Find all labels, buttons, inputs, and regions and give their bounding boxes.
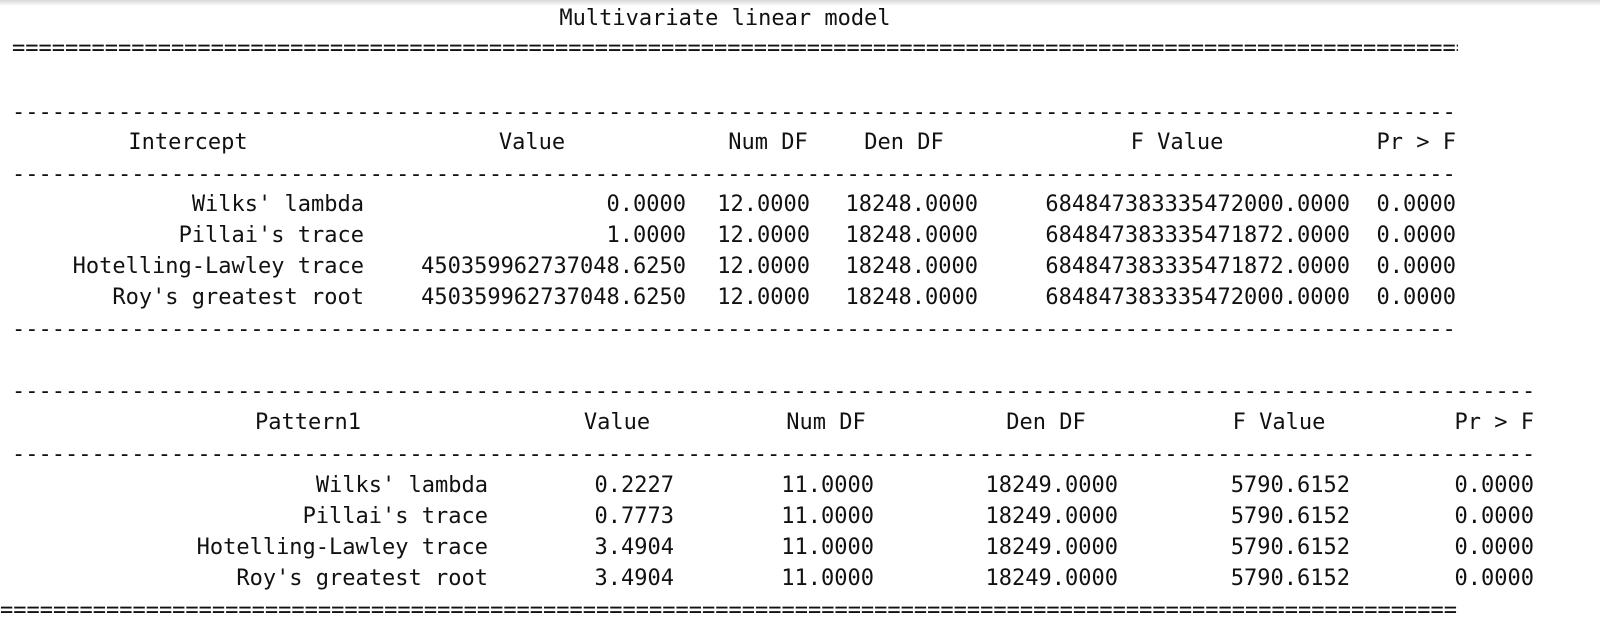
section1-header-numdf: Num DF (728, 130, 808, 155)
section2-row-3-fvalue: 5790.6152 (1230, 566, 1350, 591)
section2-row-3-prf: 0.0000 (1454, 566, 1534, 591)
bottom-double-rule: ========================================… (0, 598, 1458, 623)
section2-header-numdf: Num DF (786, 410, 866, 435)
section2-row-2-dendf: 18249.0000 (985, 535, 1118, 560)
top-double-rule: ========================================… (12, 36, 1458, 61)
section1-row-2-dendf: 18248.0000 (845, 254, 978, 279)
section2-row-1-numdf: 11.0000 (781, 504, 874, 529)
section1-row-0-prf: 0.0000 (1376, 192, 1456, 217)
section2-row-0-prf: 0.0000 (1454, 473, 1534, 498)
section1-row-1-prf: 0.0000 (1376, 223, 1456, 248)
section2-row-0-value: 0.2227 (594, 473, 674, 498)
section2-row-2-numdf: 11.0000 (781, 535, 874, 560)
section2-row-0-dendf: 18249.0000 (985, 473, 1118, 498)
section2-row-1-prf: 0.0000 (1454, 504, 1534, 529)
section2-row-1-value: 0.7773 (594, 504, 674, 529)
section1-row-2-fvalue: 684847383335471872.0000 (1045, 254, 1350, 279)
section2-row-2-fvalue: 5790.6152 (1230, 535, 1350, 560)
section2-row-0-stat: Wilks' lambda (315, 473, 488, 498)
section1-row-0-dendf: 18248.0000 (845, 192, 978, 217)
section1-row-0-stat: Wilks' lambda (191, 192, 364, 217)
section2-row-2-stat: Hotelling-Lawley trace (196, 535, 488, 560)
section1-row-3-numdf: 12.0000 (717, 285, 810, 310)
section2-row-1-fvalue: 5790.6152 (1230, 504, 1350, 529)
section1-row-3-dendf: 18248.0000 (845, 285, 978, 310)
section1-header-fvalue: F Value (1130, 130, 1224, 155)
section1-row-0-fvalue: 684847383335472000.0000 (1045, 192, 1350, 217)
section2-header-prf: Pr > F (1454, 410, 1534, 435)
section2-row-2-prf: 0.0000 (1454, 535, 1534, 560)
section1-row-1-fvalue: 684847383335471872.0000 (1045, 223, 1350, 248)
section1-header-prf: Pr > F (1376, 130, 1456, 155)
section1-rule-mid: ----------------------------------------… (12, 162, 1458, 187)
section1-rule-bottom: ----------------------------------------… (12, 317, 1458, 342)
section1-header-dendf: Den DF (864, 130, 944, 155)
section2-header-fvalue: F Value (1232, 410, 1326, 435)
section1-row-1-value: 1.0000 (606, 223, 686, 248)
section1-row-1-numdf: 12.0000 (717, 223, 810, 248)
model-title: Multivariate linear model (559, 6, 891, 31)
section1-header-value: Value (498, 130, 566, 155)
section2-header-dendf: Den DF (1006, 410, 1086, 435)
section2-row-3-dendf: 18249.0000 (985, 566, 1118, 591)
section1-header-effect: Intercept (128, 130, 248, 155)
section2-row-3-value: 3.4904 (594, 566, 674, 591)
section2-row-0-numdf: 11.0000 (781, 473, 874, 498)
section2-header-effect: Pattern1 (255, 410, 361, 435)
section1-row-1-dendf: 18248.0000 (845, 223, 978, 248)
window-top-shadow (0, 0, 1600, 6)
section2-row-3-stat: Roy's greatest root (236, 566, 488, 591)
section1-row-2-stat: Hotelling-Lawley trace (72, 254, 364, 279)
section1-row-3-stat: Roy's greatest root (112, 285, 364, 310)
section1-row-2-value: 450359962737048.6250 (421, 254, 686, 279)
section1-rule-top: ----------------------------------------… (12, 100, 1458, 125)
section1-row-3-value: 450359962737048.6250 (421, 285, 686, 310)
section2-row-0-fvalue: 5790.6152 (1230, 473, 1350, 498)
section1-row-1-stat: Pillai's trace (178, 223, 364, 248)
section1-row-3-fvalue: 684847383335472000.0000 (1045, 285, 1350, 310)
section2-rule-mid: ----------------------------------------… (12, 442, 1534, 467)
section2-header-value: Value (583, 410, 651, 435)
section2-row-2-value: 3.4904 (594, 535, 674, 560)
section2-rule-top: ----------------------------------------… (12, 379, 1534, 404)
section1-row-0-numdf: 12.0000 (717, 192, 810, 217)
section2-row-3-numdf: 11.0000 (781, 566, 874, 591)
section1-row-0-value: 0.0000 (606, 192, 686, 217)
section1-row-2-prf: 0.0000 (1376, 254, 1456, 279)
section1-row-3-prf: 0.0000 (1376, 285, 1456, 310)
section2-row-1-dendf: 18249.0000 (985, 504, 1118, 529)
section2-row-1-stat: Pillai's trace (302, 504, 488, 529)
section1-row-2-numdf: 12.0000 (717, 254, 810, 279)
